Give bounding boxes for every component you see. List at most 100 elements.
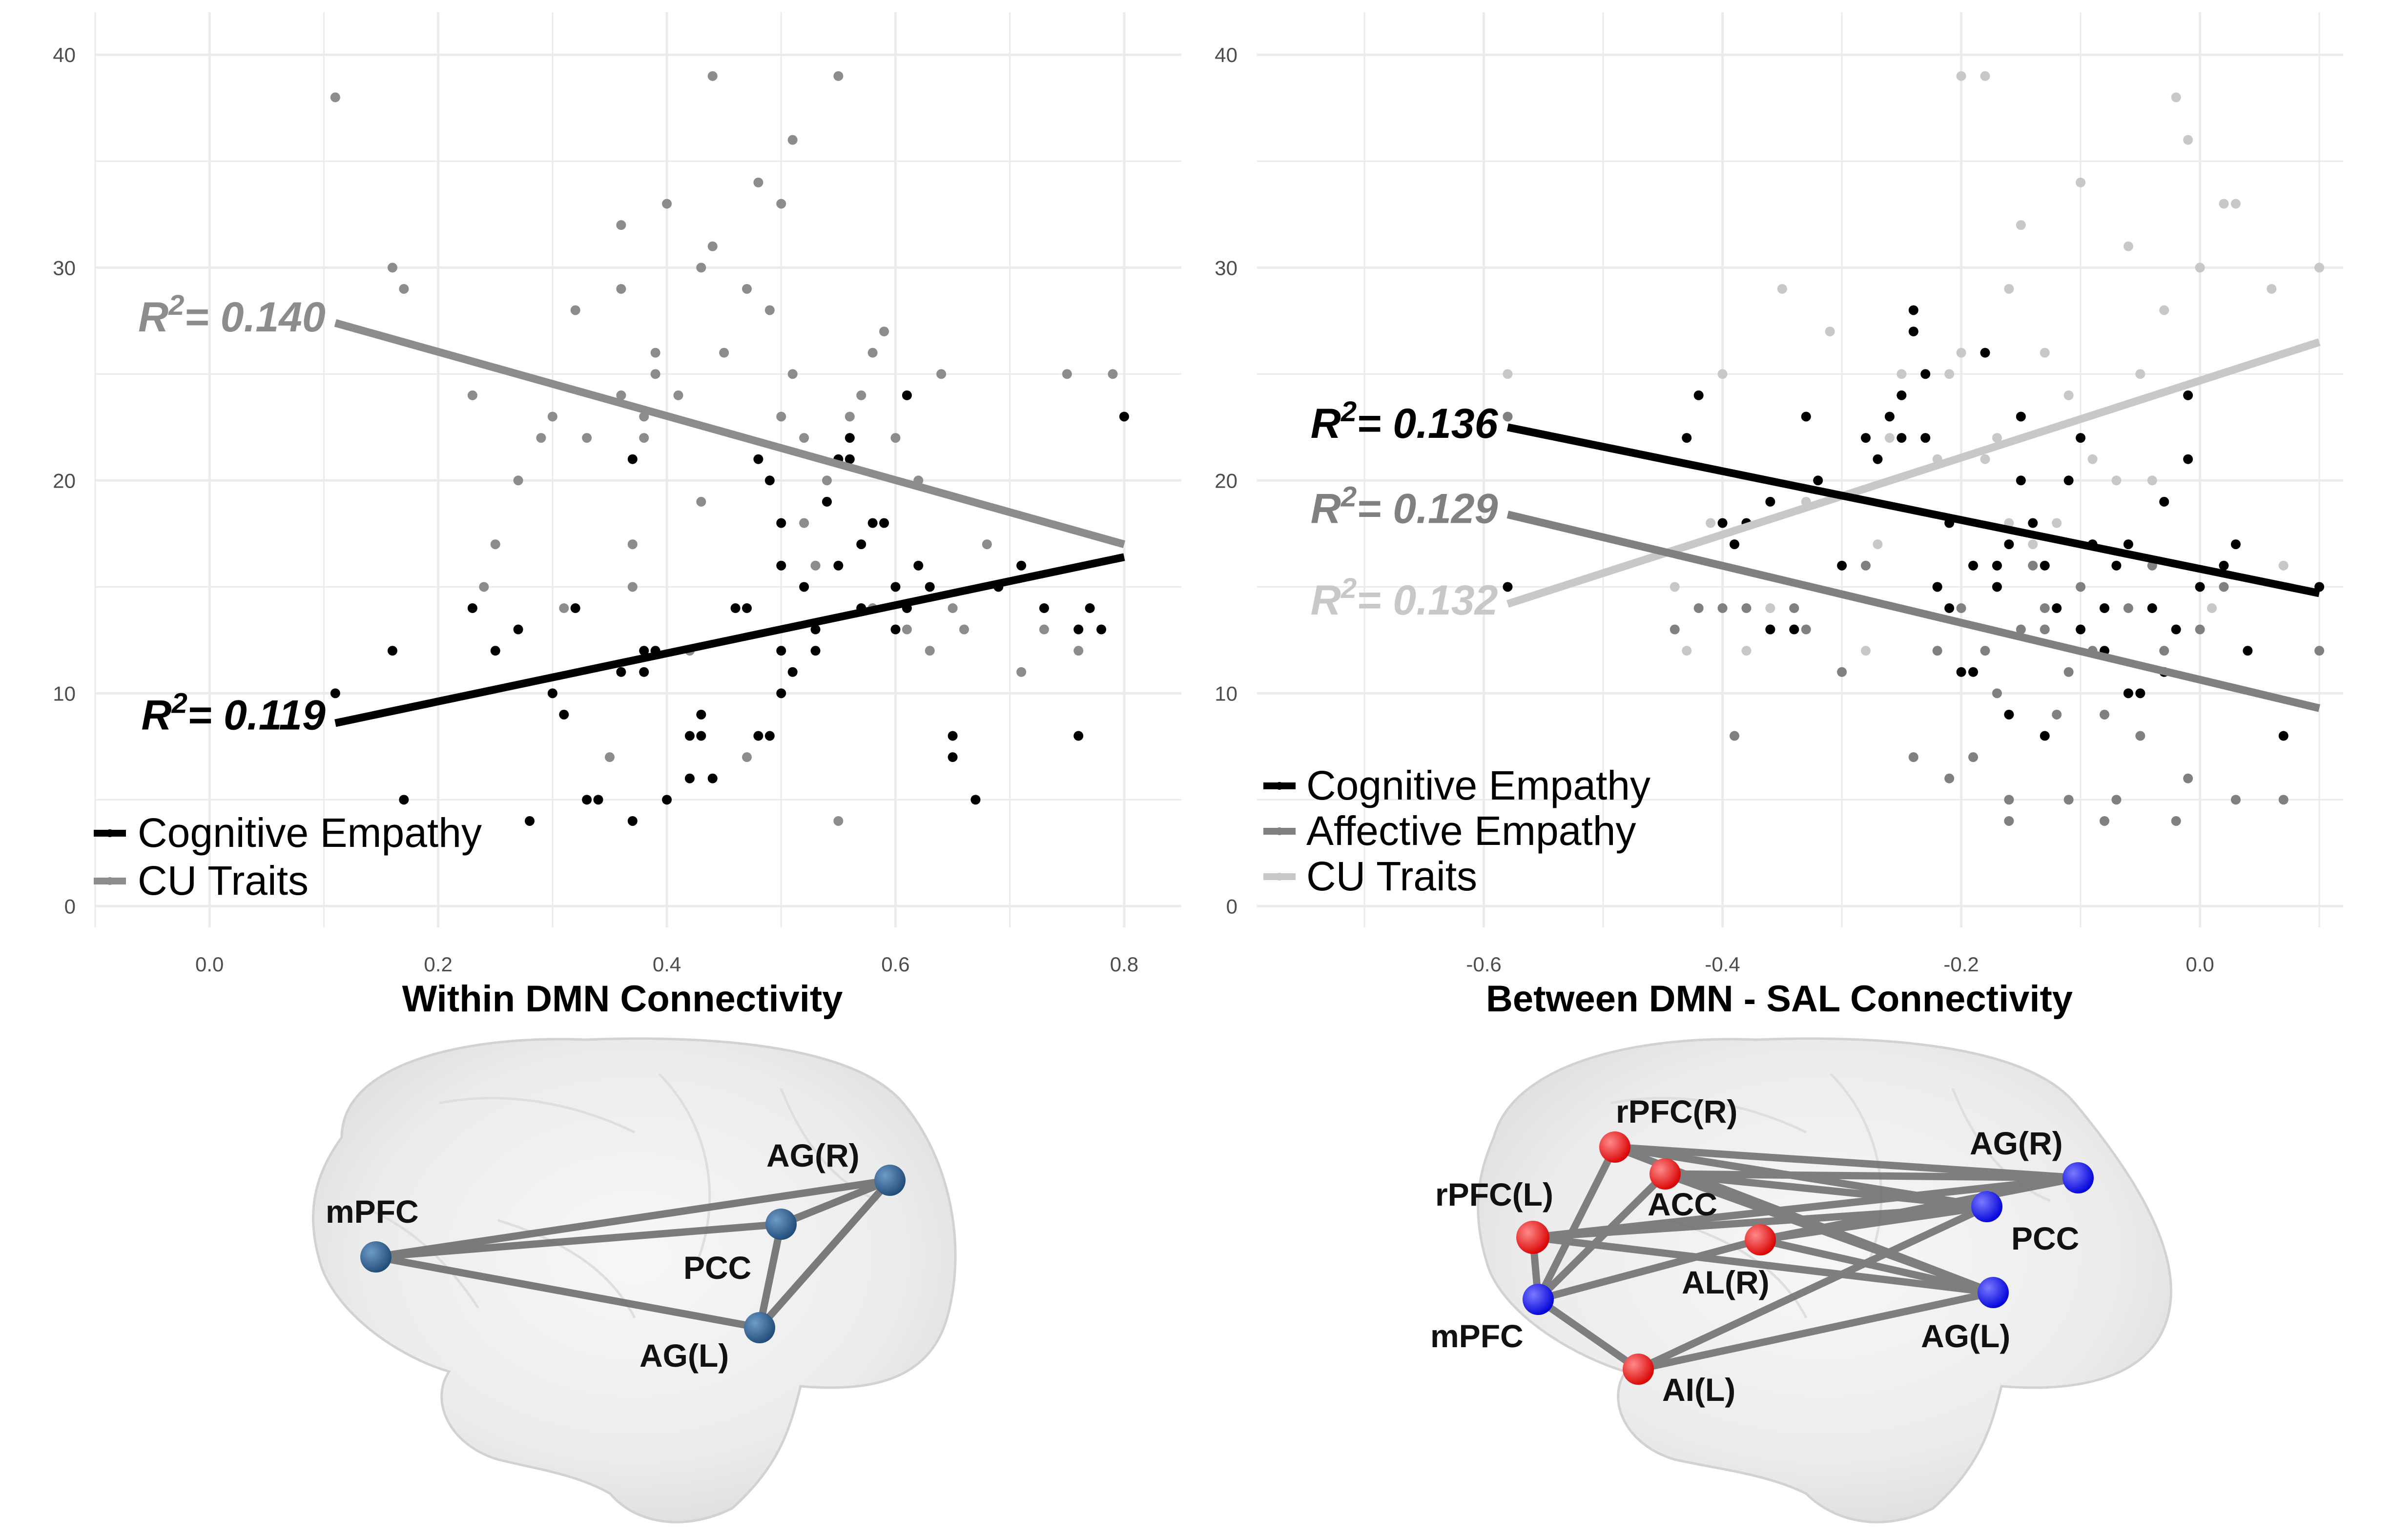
data-point (627, 539, 638, 550)
data-point (2052, 709, 2062, 719)
data-point (787, 369, 798, 379)
data-point (1777, 284, 1787, 294)
data-point (1873, 454, 1883, 464)
data-point (776, 646, 786, 656)
data-point (925, 646, 935, 656)
data-point (696, 731, 706, 741)
legend: Cognitive Empathy Affective Empathy CU T… (1263, 762, 1650, 899)
data-point (2063, 667, 2074, 677)
axis-ticks: 0 10 20 30 40 0.0 0.2 0.4 0.6 0.8 (53, 43, 1138, 976)
node-label-mpfc: mPFC (326, 1193, 419, 1230)
data-point (387, 263, 397, 273)
data-point (1016, 560, 1027, 571)
data-point (845, 411, 855, 422)
data-point (1717, 369, 1728, 379)
regression-line (334, 319, 1126, 548)
data-point (764, 731, 775, 741)
data-point (2195, 624, 2205, 635)
x-tick-label: 0.6 (881, 953, 909, 976)
data-point (1992, 560, 2002, 571)
data-point (2016, 220, 2026, 230)
node-agl (1978, 1277, 2009, 1308)
edge-agr-agl (756, 1176, 894, 1332)
data-point (1932, 646, 1942, 656)
data-point (1016, 667, 1027, 677)
data-point (1503, 369, 1513, 379)
data-point (2016, 411, 2026, 422)
data-point (1717, 518, 1728, 528)
r2-labels: R2= 0.136 R2= 0.129 R2= 0.132 (1311, 396, 1499, 624)
node-mpfc (360, 1241, 392, 1273)
r2-label: R2= 0.129 (1311, 481, 1498, 533)
data-point (1670, 624, 1680, 635)
data-point (2195, 582, 2205, 592)
x-tick-label: 0.8 (1110, 953, 1138, 976)
data-point (2230, 795, 2241, 805)
data-point (1908, 327, 1918, 337)
data-point (2063, 475, 2074, 486)
data-point (867, 348, 878, 358)
legend-label-cu: CU Traits (1306, 853, 1477, 899)
data-point (719, 348, 729, 358)
data-point (890, 582, 901, 592)
regression-line (1506, 423, 2320, 597)
edge (1529, 1233, 1997, 1296)
data-point (2111, 475, 2122, 486)
data-point (1897, 433, 1907, 443)
data-point (1096, 624, 1107, 635)
data-point (616, 220, 626, 230)
y-tick-label: 40 (53, 43, 76, 66)
data-point (1730, 539, 1740, 550)
y-tick-label: 20 (1215, 469, 1237, 492)
data-point (2099, 603, 2109, 613)
data-point (1108, 369, 1118, 379)
node-label-agr: AG(R) (1970, 1125, 2063, 1161)
data-point (810, 646, 821, 656)
node-label-pcc: PCC (2011, 1220, 2079, 1256)
data-point (879, 327, 889, 337)
data-point (2123, 241, 2133, 251)
regression-line (334, 553, 1125, 727)
r2-label: R2= 0.136 (1311, 396, 1499, 447)
y-tick-label: 10 (53, 682, 76, 705)
data-point (2016, 624, 2026, 635)
data-point (1932, 582, 1942, 592)
data-point (1789, 624, 1799, 635)
brain-labels: mPFC PCC AG(R) AG(L) (326, 1137, 860, 1374)
data-point (1944, 773, 1955, 783)
data-point (1073, 646, 1084, 656)
data-point (1039, 624, 1049, 635)
edge (1756, 1203, 1991, 1244)
edge (1534, 1236, 1764, 1303)
data-point (833, 816, 844, 826)
data-point (1944, 603, 1955, 613)
data-point (913, 560, 924, 571)
data-point (1765, 624, 1775, 635)
edge-mpfc-agr (372, 1176, 894, 1261)
data-point (2076, 177, 2086, 187)
node-agl (744, 1312, 775, 1343)
data-point (1741, 646, 1752, 656)
data-point (707, 71, 718, 81)
data-point (2052, 603, 2062, 613)
legend-label-cognitive: Cognitive Empathy (1306, 762, 1650, 808)
data-point (1693, 390, 1704, 400)
data-point (662, 795, 672, 805)
node-ai-l (1623, 1354, 1654, 1385)
data-point (570, 603, 580, 613)
data-point (627, 454, 638, 464)
data-point (1765, 603, 1775, 613)
brain-network-dmn: mPFC PCC AG(R) AG(L) (311, 1037, 957, 1523)
data-point (970, 795, 981, 805)
data-point (639, 646, 649, 656)
data-point (2016, 475, 2026, 486)
data-point (684, 773, 695, 783)
edge-mpfc-agl (372, 1253, 763, 1332)
data-point (1073, 731, 1084, 741)
data-point (2004, 539, 2014, 550)
data-point (547, 411, 557, 422)
data-point (2099, 816, 2109, 826)
data-point (1837, 560, 1847, 571)
chart-grid (94, 12, 1181, 927)
